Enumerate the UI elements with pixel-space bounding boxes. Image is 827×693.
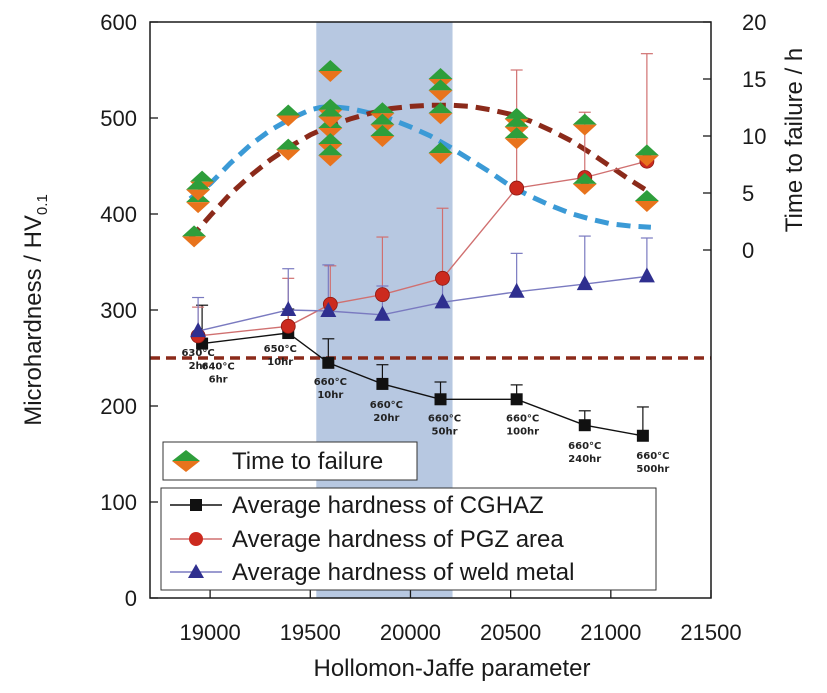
time-to-failure-point (572, 113, 597, 136)
condition-label: 660°C 20hr (370, 400, 403, 424)
condition-label: 660°C 240hr (568, 441, 601, 465)
x-axis-title: Hollomon-Jaffe parameter (313, 655, 590, 682)
time-to-failure-point (318, 60, 343, 83)
y-right-tick-label: 0 (742, 238, 754, 263)
y-left-tick-label: 0 (125, 586, 137, 611)
time-to-failure-point (428, 102, 453, 125)
time-to-failure-point (634, 189, 659, 212)
condition-label: 660°C 10hr (314, 377, 347, 401)
y-right-tick-label: 15 (742, 67, 766, 92)
x-tick-label: 21000 (580, 620, 641, 645)
y-left-tick-label: 300 (100, 298, 137, 323)
weld-point (576, 275, 593, 291)
fit-curve-blue (188, 103, 652, 230)
legend-pgz-label: Average hardness of PGZ area (232, 526, 564, 553)
time-to-failure-point (634, 144, 659, 167)
condition-label: 630°C 2hr (181, 348, 214, 372)
y-axis-left-subscript: 0.1 (34, 194, 51, 215)
legend-weld-triangle-icon (188, 564, 204, 578)
y-axis-left-title: Microhardness / HV0.1 (20, 194, 51, 426)
cghaz-point (376, 377, 389, 390)
time-to-failure-point (370, 125, 395, 147)
time-to-failure-point (276, 138, 301, 161)
time-to-failure-point (572, 172, 597, 195)
x-tick-label: 20000 (380, 620, 441, 645)
y-left-tick-label: 100 (100, 490, 137, 515)
y-right-tick-label: 20 (742, 10, 766, 35)
x-tick-label: 19500 (280, 620, 341, 645)
legend-weld-label: Average hardness of weld metal (232, 559, 574, 586)
y-left-tick-label: 400 (100, 202, 137, 227)
x-tick-label: 20500 (480, 620, 541, 645)
weld-point (320, 301, 337, 317)
legend-pgz-circle-icon (189, 532, 203, 546)
weld-point (434, 293, 451, 309)
weld-point (508, 282, 525, 298)
time-to-failure-point (318, 105, 343, 128)
condition-label: 650°C 10hr (264, 344, 297, 368)
pgz-point (509, 180, 525, 196)
legend-time-box (162, 441, 418, 481)
cghaz-point (322, 356, 335, 369)
pgz-point (435, 270, 450, 286)
time-to-failure-point (428, 79, 453, 102)
time-to-failure-point (428, 142, 453, 165)
weld-line (197, 275, 647, 332)
y-left-tick-label: 500 (100, 106, 137, 131)
legend-hardness: Average hardness of CGHAZ Average hardne… (160, 487, 657, 591)
legend-hardness-box (160, 487, 657, 591)
y-right-tick-label: 10 (742, 124, 766, 149)
cghaz-line (202, 332, 644, 437)
legend-time-diamond-icon (172, 450, 200, 472)
y-right-tick-label: 5 (742, 181, 754, 206)
weld-point (374, 305, 391, 321)
condition-label: 640°C 6hr (202, 362, 235, 386)
cghaz-point (434, 393, 447, 406)
legend-time-label: Time to failure (232, 448, 383, 475)
x-tick-label: 21500 (680, 620, 741, 645)
time-to-failure-point (186, 178, 211, 201)
cghaz-point (636, 429, 649, 442)
weld-point (280, 301, 297, 316)
y-axis-right-title: Time to failure / h (781, 48, 808, 233)
condition-label: 660°C 500hr (636, 451, 669, 475)
pgz-point (375, 287, 390, 303)
condition-label: 660°C 100hr (506, 413, 539, 437)
x-tick-label: 19000 (180, 620, 241, 645)
condition-label: 660°C 50hr (428, 413, 461, 437)
time-to-failure-point (182, 225, 207, 248)
cghaz-point (578, 419, 591, 432)
legend-cghaz-square-icon (190, 499, 202, 511)
fit-curve-brown (188, 102, 653, 241)
y-left-tick-label: 200 (100, 394, 137, 419)
legend-cghaz-label: Average hardness of CGHAZ (232, 492, 544, 519)
weld-point (190, 322, 207, 338)
y-left-tick-label: 600 (100, 10, 137, 35)
cghaz-point (510, 393, 523, 406)
pgz-line (198, 160, 648, 337)
legend-time: Time to failure (162, 441, 418, 481)
weld-point (638, 267, 655, 283)
time-to-failure-point (276, 104, 301, 127)
time-to-failure-point (318, 144, 343, 167)
pgz-point (280, 318, 296, 334)
time-to-failure-point (504, 127, 529, 150)
